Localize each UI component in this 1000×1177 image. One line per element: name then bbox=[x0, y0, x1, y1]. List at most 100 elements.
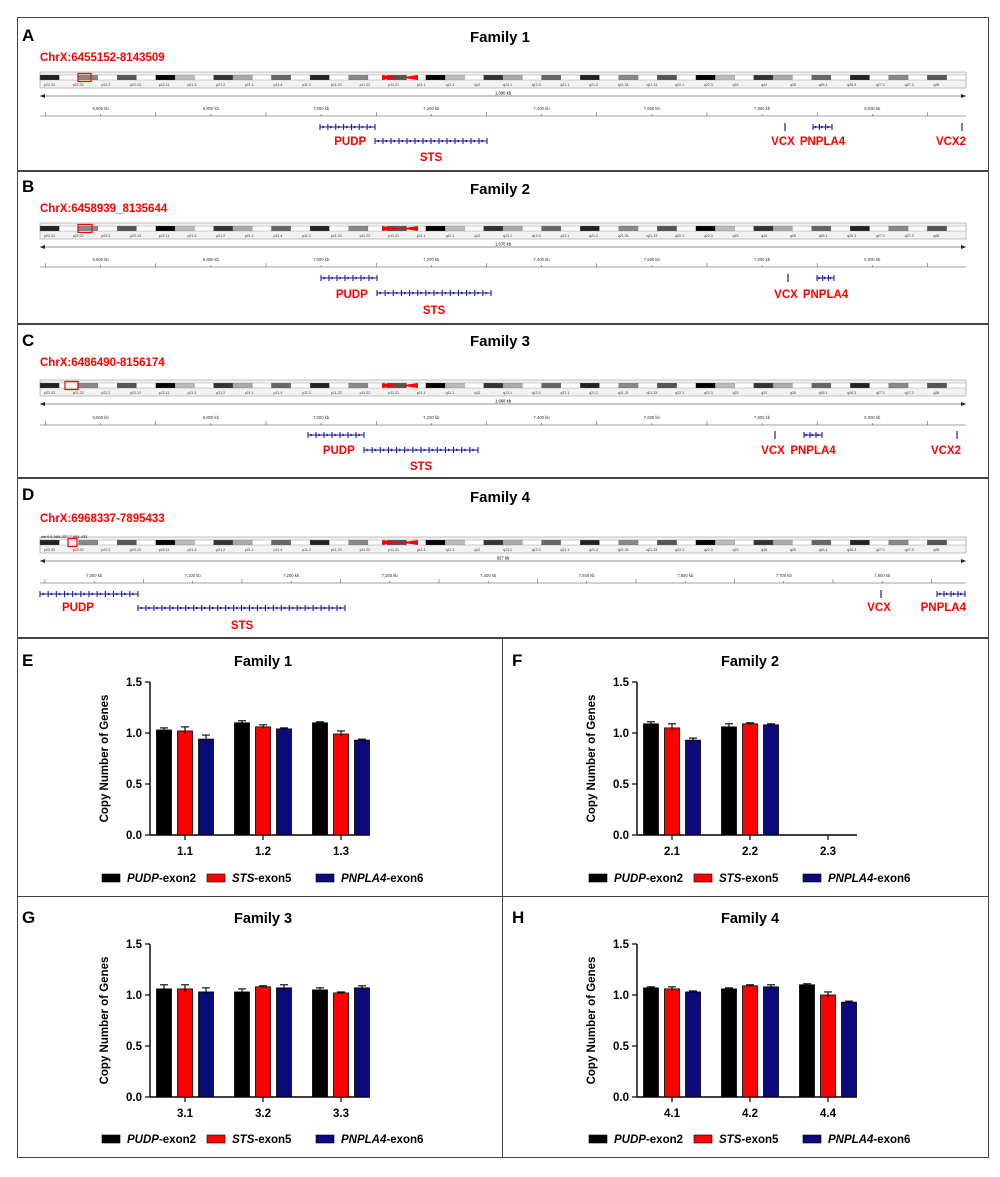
cytoband-label: p22.33 bbox=[44, 83, 55, 87]
gene-strand-arrow bbox=[212, 606, 216, 610]
cytoband-label: q26.1 bbox=[819, 234, 828, 238]
gene-label-pnpla4: PNPLA4 bbox=[800, 136, 846, 148]
cytoband-label: q13.1 bbox=[503, 234, 512, 238]
bar-pnpla4-2.2 bbox=[763, 724, 779, 836]
gene-strand-arrow bbox=[334, 433, 338, 437]
bar-pudp-4.2 bbox=[721, 988, 737, 1098]
gene-strand-arrow bbox=[353, 125, 357, 129]
gene-strand-arrow bbox=[338, 125, 342, 129]
panel-label-c: C bbox=[22, 331, 35, 350]
genome-track-c: p22.33 p22.32 p22.2 p22.13 p22.11 p21.3 p21.2 p… bbox=[39, 379, 967, 473]
cytoband-label: q21.31 bbox=[618, 83, 629, 87]
bar-pudp-2.2 bbox=[721, 726, 737, 836]
cytoband-label: p22.2 bbox=[101, 391, 110, 395]
cytoband-label: p11.3 bbox=[302, 83, 311, 87]
y-axis-label: Copy Number of Genes bbox=[586, 957, 598, 1085]
gene-strand-arrow bbox=[323, 276, 327, 280]
ruler-tick-label: 7,200 kb bbox=[423, 106, 440, 111]
cytoband-label: q13.3 bbox=[532, 391, 541, 395]
gene-strand-arrow bbox=[318, 433, 322, 437]
ruler-tick-label: 6,800 kb bbox=[203, 415, 220, 420]
ruler-tick-label: 7,300 kb bbox=[382, 573, 399, 578]
ruler-tick-label: 7,200 kb bbox=[423, 257, 440, 262]
gene-strand-arrow bbox=[439, 448, 443, 452]
cytoband-label: p11.4 bbox=[274, 234, 283, 238]
cytoband-label: p22.13 bbox=[130, 391, 141, 395]
gene-label-vcx: VCX bbox=[761, 445, 785, 457]
legend-exon-suffix: -exon2 bbox=[159, 1134, 196, 1146]
cytoband-label: p11.23 bbox=[331, 234, 342, 238]
y-axis-label: Copy Number of Genes bbox=[99, 695, 111, 823]
span-arrow-right bbox=[961, 402, 966, 406]
legend-gene-name: PUDP bbox=[614, 1134, 646, 1146]
ruler-tick-label: 7,000 kb bbox=[313, 257, 330, 262]
ruler-tick-label: 7,200 kb bbox=[423, 415, 440, 420]
cytoband-label: p11.1 bbox=[417, 83, 426, 87]
cytoband-label: p22.33 bbox=[44, 234, 55, 238]
gene-strand-arrow bbox=[267, 606, 271, 610]
legend-gene-name: PNPLA4 bbox=[341, 873, 387, 885]
cytoband-label: p22.13 bbox=[130, 83, 141, 87]
cytoband-label: p11.23 bbox=[331, 548, 342, 552]
cytoband-label: q13.1 bbox=[503, 548, 512, 552]
cytoband-label: p11.21 bbox=[388, 234, 399, 238]
cytoband-label: p11.23 bbox=[331, 83, 342, 87]
bar-pudp-1.3 bbox=[312, 722, 328, 836]
cytoband-block bbox=[946, 74, 967, 81]
y-tick-label: 1.5 bbox=[126, 939, 143, 951]
gene-strand-arrow bbox=[805, 433, 809, 437]
gene-strand-arrow bbox=[243, 606, 247, 610]
panel-label-f: F bbox=[512, 651, 523, 670]
bar-pudp-1.1 bbox=[156, 729, 172, 836]
gene-strand-arrow bbox=[415, 448, 419, 452]
gene-strand-arrow bbox=[481, 139, 485, 143]
bar-sts-2.2 bbox=[742, 723, 758, 836]
legend-swatch-pnpla4 bbox=[315, 873, 335, 883]
chart-title: Family 4 bbox=[721, 911, 779, 927]
gene-strand-arrow bbox=[58, 592, 62, 596]
gene-strand-arrow bbox=[461, 291, 464, 295]
cytoband-label: q12 bbox=[474, 234, 480, 238]
gene-strand-arrow bbox=[291, 606, 295, 610]
legend-gene-name: PUDP bbox=[127, 1134, 159, 1146]
gene-strand-arrow bbox=[355, 276, 359, 280]
ruler-tick-label: 6,600 kb bbox=[93, 257, 110, 262]
ruler-tick-label: 7,800 kb bbox=[874, 573, 891, 578]
ruler-tick-label: 7,100 kb bbox=[185, 573, 202, 578]
ruler-tick-label: 8,000 kb bbox=[864, 257, 881, 262]
cytoband-label: p22.33 bbox=[44, 548, 55, 552]
cytoband-label: q27.3 bbox=[905, 548, 914, 552]
ruler-tick-label: 7,200 kb bbox=[283, 573, 300, 578]
cytoband-label: p11.3 bbox=[302, 548, 311, 552]
gene-strand-arrow bbox=[148, 606, 152, 610]
ruler-tick-label: 7,600 kb bbox=[644, 257, 661, 262]
centromere-left bbox=[382, 226, 400, 231]
x-tick-label: 3.2 bbox=[255, 1108, 271, 1120]
gene-label-vcx2: VCX2 bbox=[936, 136, 966, 148]
gene-strand-arrow bbox=[132, 592, 136, 596]
legend-swatch-pudp bbox=[101, 1134, 121, 1144]
gene-strand-arrow bbox=[960, 592, 963, 596]
gene-label-vcx: VCX bbox=[774, 289, 798, 301]
gene-label-pnpla4: PNPLA4 bbox=[803, 289, 849, 301]
legend-swatch-pnpla4 bbox=[315, 1134, 335, 1144]
ruler-tick-label: 6,600 kb bbox=[93, 106, 110, 111]
cytoband-block bbox=[946, 382, 967, 389]
cytoband-label: q27.1 bbox=[876, 83, 885, 87]
y-tick-label: 1.0 bbox=[126, 990, 142, 1002]
gene-strand-arrow bbox=[315, 606, 319, 610]
gene-strand-arrow bbox=[377, 139, 381, 143]
genome-panel-a bbox=[17, 17, 989, 171]
cytoband-label: q26.1 bbox=[819, 391, 828, 395]
gene-strand-arrow bbox=[385, 139, 389, 143]
cytoband-label: p22.32 bbox=[73, 391, 84, 395]
gene-strand-arrow bbox=[83, 592, 87, 596]
gene-strand-arrow bbox=[172, 606, 176, 610]
bar-pnpla4-1.1 bbox=[198, 738, 214, 836]
gene-label-pudp: PUDP bbox=[323, 445, 355, 457]
gene-strand-arrow bbox=[358, 433, 362, 437]
gene-label-vcx: VCX bbox=[771, 136, 795, 148]
ruler-tick-label: 7,400 kb bbox=[534, 415, 551, 420]
cytoband-label: p22.11 bbox=[159, 234, 170, 238]
legend-swatch-pudp bbox=[101, 873, 121, 883]
